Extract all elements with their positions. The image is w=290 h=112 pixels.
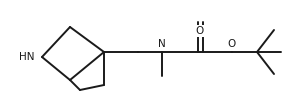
Text: HN: HN <box>19 52 35 62</box>
Text: N: N <box>158 39 166 49</box>
Text: O: O <box>228 39 236 49</box>
Text: O: O <box>196 26 204 36</box>
